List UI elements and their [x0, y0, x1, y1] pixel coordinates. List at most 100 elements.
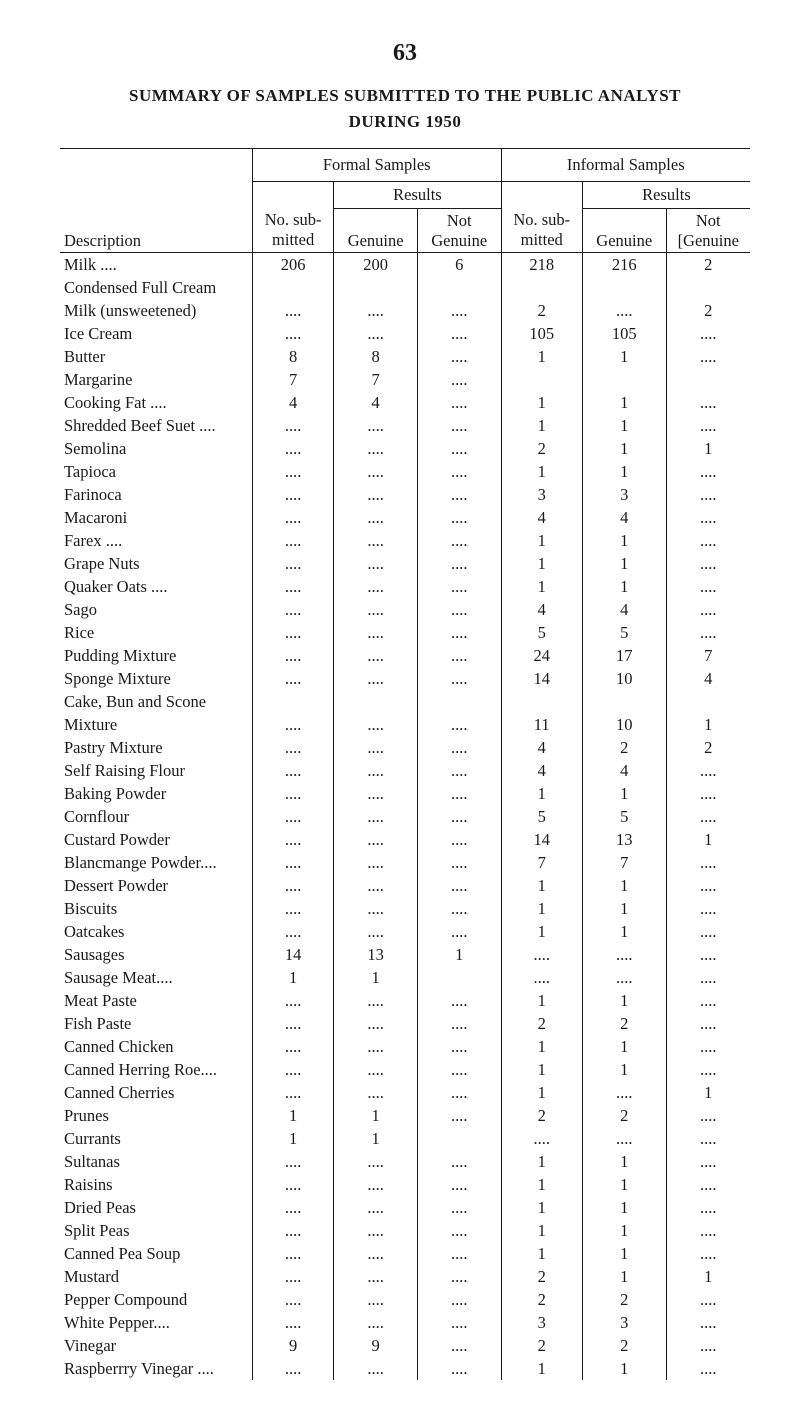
cell-formal-genuine: 4: [334, 391, 418, 414]
cell-formal-not-genuine: ....: [417, 1334, 501, 1357]
cell-formal-genuine: ....: [334, 483, 418, 506]
cell-informal-submitted: 4: [501, 736, 582, 759]
cell-informal-not-genuine: ....: [666, 874, 750, 897]
cell-description: Tapioca: [60, 460, 252, 483]
cell-formal-not-genuine: [417, 276, 501, 299]
cell-description: Farinoca: [60, 483, 252, 506]
cell-formal-not-genuine: ....: [417, 782, 501, 805]
cell-informal-genuine: 7: [582, 851, 666, 874]
cell-formal-genuine: ....: [334, 736, 418, 759]
cell-informal-genuine: 1: [582, 1265, 666, 1288]
cell-formal-submitted: ....: [252, 782, 333, 805]
document-page: 63 SUMMARY OF SAMPLES SUBMITTED TO THE P…: [0, 0, 800, 1420]
cell-informal-submitted: 2: [501, 1334, 582, 1357]
cell-formal-not-genuine: ....: [417, 1081, 501, 1104]
cell-informal-submitted: 1: [501, 1357, 582, 1380]
header-not-l2: Genuine: [431, 231, 487, 250]
cell-informal-genuine: 5: [582, 621, 666, 644]
cell-informal-not-genuine: [666, 690, 750, 713]
cell-formal-submitted: ....: [252, 828, 333, 851]
cell-description: Biscuits: [60, 897, 252, 920]
cell-formal-submitted: ....: [252, 506, 333, 529]
cell-description: Split Peas: [60, 1219, 252, 1242]
table-row: Fish Paste............22....: [60, 1012, 750, 1035]
cell-informal-not-genuine: ....: [666, 920, 750, 943]
cell-formal-submitted: ....: [252, 529, 333, 552]
cell-description: Ice Cream: [60, 322, 252, 345]
cell-formal-genuine: 1: [334, 1127, 418, 1150]
cell-formal-genuine: ....: [334, 529, 418, 552]
cell-formal-submitted: ....: [252, 575, 333, 598]
cell-formal-genuine: ....: [334, 851, 418, 874]
cell-description: Macaroni: [60, 506, 252, 529]
cell-informal-not-genuine: ....: [666, 1311, 750, 1334]
table-row: Condensed Full Cream: [60, 276, 750, 299]
table-row: Blancmange Powder................77....: [60, 851, 750, 874]
cell-formal-not-genuine: 1: [417, 943, 501, 966]
cell-description: Butter: [60, 345, 252, 368]
table-row: Baking Powder............11....: [60, 782, 750, 805]
table-row: Mixture............11101: [60, 713, 750, 736]
table-row: Shredded Beef Suet ................11...…: [60, 414, 750, 437]
cell-formal-not-genuine: ....: [417, 299, 501, 322]
cell-informal-submitted: 1: [501, 874, 582, 897]
table-row: Sponge Mixture............14104: [60, 667, 750, 690]
cell-description: Canned Cherries: [60, 1081, 252, 1104]
cell-formal-submitted: ....: [252, 851, 333, 874]
cell-formal-submitted: ....: [252, 1311, 333, 1334]
cell-informal-genuine: [582, 276, 666, 299]
header-nosub-l1: No. sub-: [265, 210, 322, 229]
cell-informal-not-genuine: ....: [666, 1288, 750, 1311]
table-row: Canned Cherries............1....1: [60, 1081, 750, 1104]
cell-formal-submitted: ....: [252, 460, 333, 483]
cell-description: Sponge Mixture: [60, 667, 252, 690]
cell-informal-genuine: 1: [582, 1219, 666, 1242]
cell-informal-genuine: 3: [582, 483, 666, 506]
cell-formal-not-genuine: ....: [417, 575, 501, 598]
cell-formal-genuine: ....: [334, 989, 418, 1012]
cell-informal-not-genuine: ....: [666, 943, 750, 966]
cell-formal-genuine: ....: [334, 1150, 418, 1173]
cell-informal-submitted: 1: [501, 1081, 582, 1104]
cell-informal-genuine: 1: [582, 414, 666, 437]
header-no-submitted-informal: No. sub- mitted: [501, 209, 582, 253]
cell-formal-not-genuine: ....: [417, 1058, 501, 1081]
cell-formal-submitted: 206: [252, 253, 333, 277]
cell-description: Prunes: [60, 1104, 252, 1127]
cell-formal-not-genuine: ....: [417, 713, 501, 736]
cell-informal-genuine: 105: [582, 322, 666, 345]
cell-informal-genuine: 1: [582, 920, 666, 943]
cell-formal-genuine: ....: [334, 621, 418, 644]
table-row: Biscuits............11....: [60, 897, 750, 920]
cell-formal-submitted: 8: [252, 345, 333, 368]
cell-informal-not-genuine: ....: [666, 483, 750, 506]
cell-informal-submitted: 1: [501, 1196, 582, 1219]
cell-formal-genuine: 7: [334, 368, 418, 391]
table-row: Sausages14131............: [60, 943, 750, 966]
title-line-1: SUMMARY OF SAMPLES SUBMITTED TO THE PUBL…: [129, 86, 681, 105]
cell-informal-genuine: ....: [582, 943, 666, 966]
table-row: Grape Nuts............11....: [60, 552, 750, 575]
cell-description: Oatcakes: [60, 920, 252, 943]
cell-informal-genuine: 4: [582, 506, 666, 529]
table-row: Raspberrry Vinegar ................11...…: [60, 1357, 750, 1380]
cell-informal-not-genuine: ....: [666, 414, 750, 437]
cell-description: Farex ....: [60, 529, 252, 552]
cell-formal-submitted: ....: [252, 1288, 333, 1311]
cell-formal-not-genuine: ....: [417, 736, 501, 759]
cell-informal-genuine: [582, 368, 666, 391]
cell-description: Sausages: [60, 943, 252, 966]
cell-description: Vinegar: [60, 1334, 252, 1357]
cell-informal-genuine: 1: [582, 782, 666, 805]
cell-formal-submitted: [252, 276, 333, 299]
cell-formal-submitted: ....: [252, 598, 333, 621]
cell-informal-submitted: 11: [501, 713, 582, 736]
cell-informal-not-genuine: ....: [666, 1104, 750, 1127]
cell-informal-not-genuine: ....: [666, 1334, 750, 1357]
cell-formal-not-genuine: ....: [417, 552, 501, 575]
table-row: Quaker Oats ................11....: [60, 575, 750, 598]
cell-formal-not-genuine: ....: [417, 897, 501, 920]
cell-formal-submitted: ....: [252, 322, 333, 345]
cell-formal-submitted: ....: [252, 874, 333, 897]
table-row: Margarine77....: [60, 368, 750, 391]
